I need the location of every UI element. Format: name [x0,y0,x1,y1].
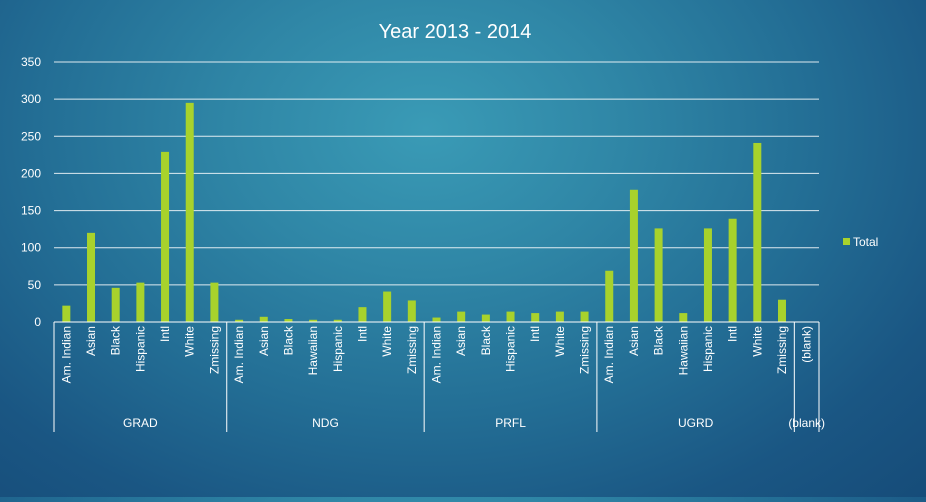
x-tick-label: Intl [355,326,369,342]
bar [481,314,490,322]
x-tick-label: Hispanic [331,326,345,372]
bar [457,311,466,322]
bar [358,307,367,322]
legend-swatch [843,238,850,245]
x-tick-label: Zmissing [578,326,592,374]
y-tick-label: 300 [21,92,41,106]
x-tick-label: Am. Indian [59,326,73,383]
x-tick-label: Black [281,325,295,355]
group-label: GRAD [123,416,158,430]
y-tick-label: 0 [34,315,41,329]
x-tick-label: Zmissing [775,326,789,374]
y-axis-tick-labels: 0 50 100 150 200 250 300 350 [21,55,41,329]
y-tick-label: 350 [21,55,41,69]
bar [728,218,737,322]
x-tick-label: (blank) [800,326,814,363]
x-tick-label: Asian [454,326,468,356]
bar [777,299,786,322]
bar [111,287,120,322]
bar [136,282,145,322]
bar [679,313,688,322]
x-tick-label: Asian [627,326,641,356]
x-tick-label: Black [479,325,493,355]
bar [506,311,515,322]
bar [309,319,318,322]
legend-label-total: Total [853,235,878,249]
bar [531,313,540,322]
x-tick-label: Asian [84,326,98,356]
bar [161,151,170,322]
group-label: PRFL [495,416,526,430]
group-label: UGRD [678,416,714,430]
x-tick-label: Am. Indian [232,326,246,383]
x-tick-label: Black [109,325,123,355]
x-axis: Am. Indian Asian Black Hispanic Intl White Zmi… [53,321,825,432]
bar [432,317,441,322]
x-tick-label: Hispanic [504,326,518,372]
x-tick-label: Black [652,325,666,355]
x-tick-label: White [380,326,394,357]
bar [87,232,96,322]
bar [753,142,762,322]
x-tick-label: Hispanic [133,326,147,372]
bar [555,311,564,322]
bar [580,311,589,322]
x-tick-label: Zmissing [207,326,221,374]
bar [185,102,194,322]
bar [259,316,268,322]
y-tick-label: 250 [21,129,41,143]
bar [333,319,342,322]
group-label: NDG [312,416,339,430]
x-tick-label: Asian [257,326,271,356]
x-tick-label: Am. Indian [430,326,444,383]
bar [629,189,638,322]
x-tick-label: White [183,326,197,357]
x-tick-label: Intl [726,326,740,342]
chart-title: Year 2013 - 2014 [379,21,532,43]
x-tick-label: Intl [528,326,542,342]
bar [210,282,219,322]
bar [235,319,244,322]
y-tick-label: 100 [21,241,41,255]
bar [605,270,614,322]
x-tick-label: Hawaiian [676,326,690,375]
bar [703,228,712,322]
y-tick-label: 50 [28,278,42,292]
bar [284,319,293,322]
x-tick-label: White [750,326,764,357]
x-tick-label: White [553,326,567,357]
x-tick-label: Zmissing [405,326,419,374]
y-tick-label: 200 [21,166,41,180]
bars [62,102,786,322]
x-tick-label: Intl [158,326,172,342]
y-tick-label: 150 [21,204,41,218]
group-label: (blank) [788,416,825,430]
bar [407,300,416,322]
legend: Total [843,235,878,249]
x-tick-label: Hawaiian [306,326,320,375]
bar [383,291,392,322]
x-tick-label: Am. Indian [602,326,616,383]
gridlines [54,61,819,323]
x-tick-label: Hispanic [701,326,715,372]
bar [62,305,71,322]
bar [654,228,663,322]
